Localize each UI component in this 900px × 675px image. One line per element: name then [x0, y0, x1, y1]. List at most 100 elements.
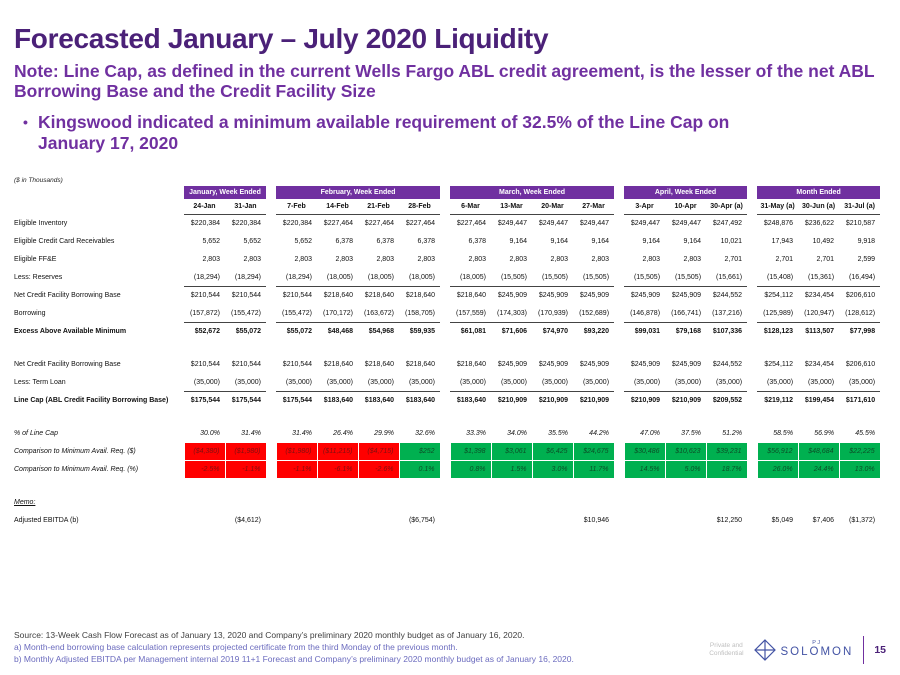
column-group-header: January, Week Ended — [184, 186, 266, 200]
column-gap — [440, 304, 451, 323]
table-cell: 6,378 — [468, 237, 487, 245]
column-gap — [747, 442, 758, 461]
table-cell: $54,968 — [358, 321, 399, 341]
row-label: Borrowing — [14, 309, 46, 317]
table-cell: 2,803 — [591, 255, 610, 263]
table-cell: $245,909 — [491, 285, 533, 305]
table-cell: -2.6% — [357, 459, 400, 479]
row-label: Eligible Inventory — [14, 219, 68, 227]
page-number: 15 — [874, 644, 886, 656]
pj-solomon-logo: PJ SOLOMON — [753, 639, 854, 661]
table-cell: $10,946 — [583, 516, 610, 524]
table-cell — [624, 493, 665, 511]
column-gap — [440, 493, 451, 512]
table-row: Eligible Credit Card Receivables 5,652 5,6… — [14, 232, 880, 251]
table-cell — [573, 493, 614, 511]
column-header: 24-Jan — [184, 199, 225, 215]
column-gap — [266, 214, 276, 233]
table-cell: $210,909 — [665, 390, 707, 410]
column-header: 3-Apr — [624, 199, 666, 215]
column-gap — [266, 250, 276, 269]
table-cell: (35,000) — [500, 378, 528, 386]
table-cell: $48,468 — [317, 321, 358, 341]
column-gap — [747, 286, 758, 305]
table-cell: 2,803 — [376, 255, 394, 263]
confidential-label: Private and Confidential — [709, 642, 743, 659]
table-cell — [225, 493, 266, 511]
table-row: Net Credit Facility Borrowing Base $210,5… — [14, 285, 881, 305]
brand-solomon: SOLOMON — [780, 646, 854, 659]
table-cell: 10,492 — [812, 237, 835, 245]
column-gap — [747, 493, 758, 512]
table-row — [14, 478, 880, 493]
table-cell: $249,447 — [671, 220, 702, 228]
spacer-cell — [14, 409, 880, 424]
column-gap — [266, 355, 276, 374]
table-cell: (15,361) — [807, 273, 835, 281]
table-cell: 2,803 — [509, 255, 528, 263]
table-cell: (15,408) — [766, 273, 794, 281]
table-cell — [450, 493, 491, 511]
table-cell: $52,672 — [184, 321, 225, 341]
table-cell: (15,505) — [541, 273, 569, 281]
table-cell: 2,599 — [857, 255, 876, 263]
table-cell — [532, 493, 573, 511]
column-gap — [440, 322, 451, 341]
table-cell — [839, 493, 880, 511]
table-cell: 5,652 — [202, 237, 220, 245]
table-cell: 35.5% — [548, 429, 569, 437]
table-cell: 9,164 — [642, 237, 661, 245]
column-gap — [747, 511, 758, 530]
column-header: 30-Jun (a) — [798, 199, 840, 215]
spacer-cell — [14, 340, 880, 355]
table-cell: $30,486 — [623, 441, 666, 461]
table-cell: $249,447 — [579, 220, 610, 228]
table-cell: $7,406 — [812, 516, 835, 524]
table-cell: (15,505) — [633, 273, 661, 281]
table-cell: $218,640 — [358, 285, 399, 305]
table-cell: (128,612) — [845, 309, 876, 317]
table-cell: 32.6% — [415, 429, 436, 437]
bullet-item: • Kingswood indicated a minimum availabl… — [14, 112, 884, 153]
table-cell: 2,803 — [243, 255, 261, 263]
table-cell: $183,640 — [450, 390, 492, 410]
column-gap — [614, 424, 625, 443]
table-cell: 24.4% — [797, 459, 840, 479]
column-gap — [266, 424, 276, 443]
column-gap — [747, 304, 758, 323]
table-cell: $183,640 — [317, 390, 358, 410]
table-cell: 9,918 — [857, 237, 876, 245]
table-cell — [276, 493, 317, 511]
column-gap — [266, 199, 276, 215]
brand-text: PJ SOLOMON — [780, 640, 854, 659]
column-gap — [440, 511, 451, 530]
table-cell: $175,544 — [276, 390, 317, 410]
row-label: Net Credit Facility Borrowing Base — [14, 360, 121, 368]
table-cell: $107,336 — [706, 321, 748, 341]
table-cell: $249,447 — [497, 220, 528, 228]
table-row: Less: Term Loan (35,000) (35,000) (35,000) (… — [14, 373, 880, 392]
table-cell: (18,294) — [234, 273, 261, 281]
table-cell: $10,623 — [664, 441, 707, 461]
table-cell: (35,000) — [193, 378, 220, 386]
table-cell: $61,081 — [450, 321, 492, 341]
table-cell — [184, 511, 225, 529]
table-cell: $48,684 — [797, 441, 840, 461]
table-cell: $248,876 — [763, 220, 794, 228]
column-gap — [747, 250, 758, 269]
table-row: Line Cap (ABL Credit Facility Borrowing … — [14, 390, 881, 410]
table-cell: 5,652 — [294, 237, 312, 245]
table-cell: $206,610 — [845, 360, 876, 368]
column-gap — [440, 424, 451, 443]
column-gap — [614, 493, 625, 512]
footer-brand-block: Private and Confidential PJ SOLOMON 15 — [709, 636, 886, 666]
table-cell: 29.9% — [374, 429, 394, 437]
table-row: Comparison to Minimum Avail. Req. ($) ($4… — [14, 441, 881, 461]
column-gap — [614, 442, 625, 461]
table-cell: 0.1% — [398, 459, 441, 479]
table-cell: $210,909 — [491, 390, 533, 410]
table-cell: $245,909 — [579, 360, 610, 368]
table-cell: $245,909 — [573, 285, 615, 305]
column-header: 6-Mar — [450, 199, 492, 215]
column-gap — [614, 322, 625, 341]
